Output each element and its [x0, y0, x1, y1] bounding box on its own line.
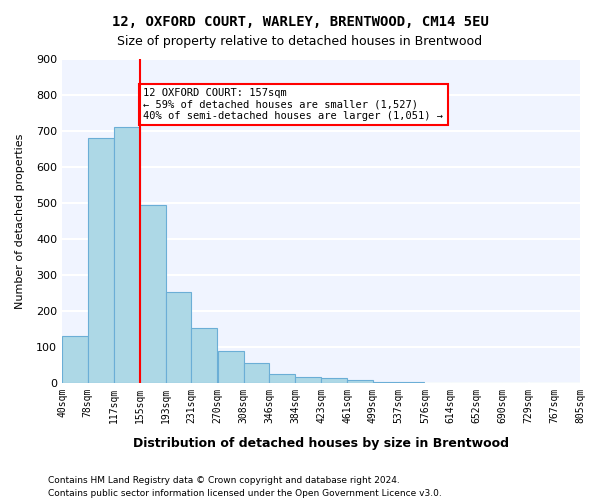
Bar — [269, 374, 295, 383]
X-axis label: Distribution of detached houses by size in Brentwood: Distribution of detached houses by size … — [133, 437, 509, 450]
Bar — [244, 363, 269, 383]
Y-axis label: Number of detached properties: Number of detached properties — [15, 134, 25, 308]
Bar — [166, 292, 191, 383]
Bar — [88, 138, 113, 383]
Bar — [373, 382, 398, 383]
Bar — [398, 382, 424, 383]
Bar — [62, 336, 88, 383]
Bar — [322, 378, 347, 383]
Text: Contains HM Land Registry data © Crown copyright and database right 2024.: Contains HM Land Registry data © Crown c… — [48, 476, 400, 485]
Text: Contains public sector information licensed under the Open Government Licence v3: Contains public sector information licen… — [48, 488, 442, 498]
Bar — [347, 380, 373, 383]
Bar — [295, 376, 321, 383]
Text: 12, OXFORD COURT, WARLEY, BRENTWOOD, CM14 5EU: 12, OXFORD COURT, WARLEY, BRENTWOOD, CM1… — [112, 15, 488, 29]
Bar — [218, 350, 244, 383]
Bar — [114, 128, 140, 383]
Text: Size of property relative to detached houses in Brentwood: Size of property relative to detached ho… — [118, 35, 482, 48]
Text: 12 OXFORD COURT: 157sqm
← 59% of detached houses are smaller (1,527)
40% of semi: 12 OXFORD COURT: 157sqm ← 59% of detache… — [143, 88, 443, 121]
Bar — [140, 205, 166, 383]
Bar — [191, 328, 217, 383]
